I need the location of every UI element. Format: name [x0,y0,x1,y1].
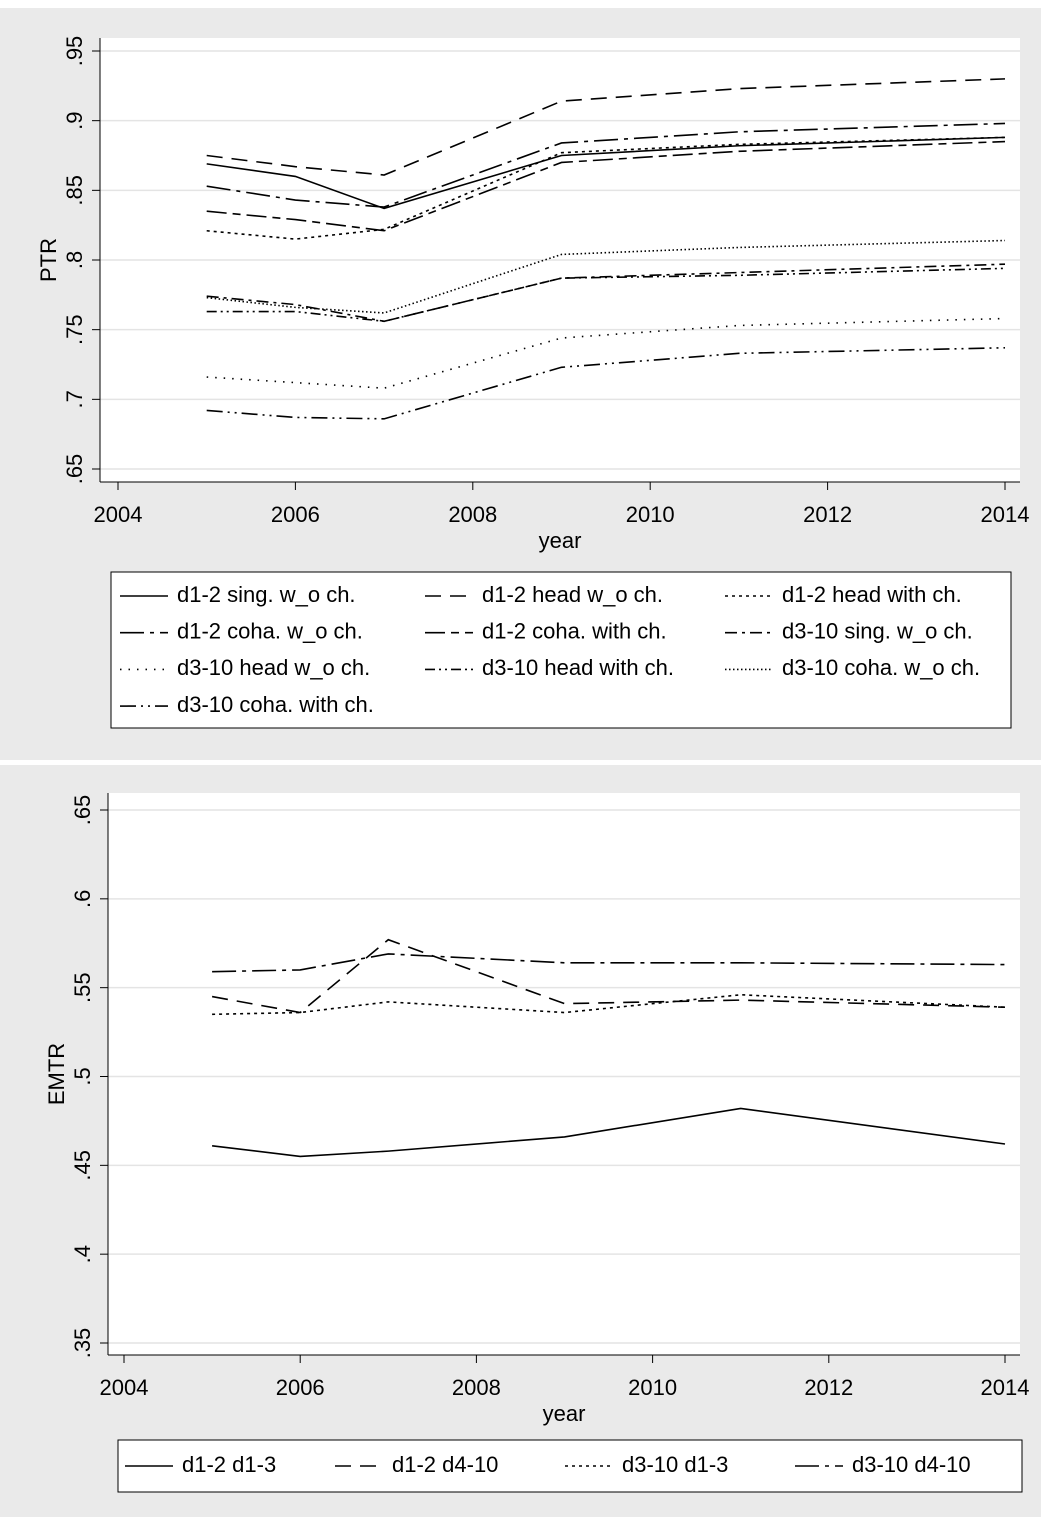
legend-label: d1-2 coha. with ch. [482,619,667,644]
y-tick-label: .65 [70,795,95,826]
legend-label: d3-10 head with ch. [482,655,674,680]
series-line [212,1107,1006,1158]
x-tick-label: 2004 [100,1375,149,1400]
x-tick-label: 2014 [981,502,1030,527]
legend-label: d1-2 d1-3 [182,1452,276,1477]
y-tick-label: .7 [62,390,87,408]
series-line [206,136,1006,240]
y-tick-label: .4 [70,1245,95,1263]
y-tick-label: .9 [62,111,87,129]
x-axis-title: year [539,528,582,553]
legend-label: d3-10 d4-10 [852,1452,971,1477]
legend-label: d1-2 head with ch. [782,582,962,607]
legend-label: d3-10 head w_o ch. [177,655,370,680]
y-tick-label: .65 [62,454,87,485]
y-tick-label: .55 [70,972,95,1003]
x-tick-label: 2010 [628,1375,677,1400]
x-tick-label: 2010 [626,502,675,527]
legend-label: d3-10 coha. with ch. [177,692,374,717]
x-tick-label: 2012 [803,502,852,527]
x-tick-label: 2004 [94,502,143,527]
series-line [206,122,1006,208]
x-tick-label: 2006 [271,502,320,527]
x-axis-title: year [543,1401,586,1426]
series-line [212,953,1006,973]
y-tick-label: .95 [62,36,87,67]
series-line [206,346,1006,420]
y-tick-label: .75 [62,314,87,345]
legend-label: d3-10 sing. w_o ch. [782,619,973,644]
legend-label: d1-2 d4-10 [392,1452,498,1477]
y-tick-label: .5 [70,1067,95,1085]
y-tick-label: .6 [70,890,95,908]
legend-label: d3-10 coha. w_o ch. [782,655,980,680]
legend-label: d1-2 head w_o ch. [482,582,663,607]
series-line [211,938,1006,1014]
legend-label: d1-2 sing. w_o ch. [177,582,356,607]
series-line [206,140,1006,232]
legend-box [110,571,1012,729]
x-tick-label: 2008 [448,502,497,527]
y-tick-label: .8 [62,251,87,269]
plot-area [108,793,1020,1355]
legend-label: d3-10 d1-3 [622,1452,728,1477]
x-tick-label: 2008 [452,1375,501,1400]
series-line [206,267,1006,323]
y-tick-label: .85 [62,175,87,206]
x-tick-label: 2012 [804,1375,853,1400]
x-tick-label: 2006 [276,1375,325,1400]
legend-label: d1-2 coha. w_o ch. [177,619,363,644]
x-tick-label: 2014 [981,1375,1030,1400]
y-axis-title: PTR [36,238,61,282]
y-tick-label: .35 [70,1328,95,1359]
y-tick-label: .45 [70,1150,95,1181]
series-line [206,136,1006,210]
series-line [206,263,1006,323]
series-line [212,993,1006,1016]
y-axis-title: EMTR [44,1043,69,1105]
legend-box [117,1439,1023,1493]
